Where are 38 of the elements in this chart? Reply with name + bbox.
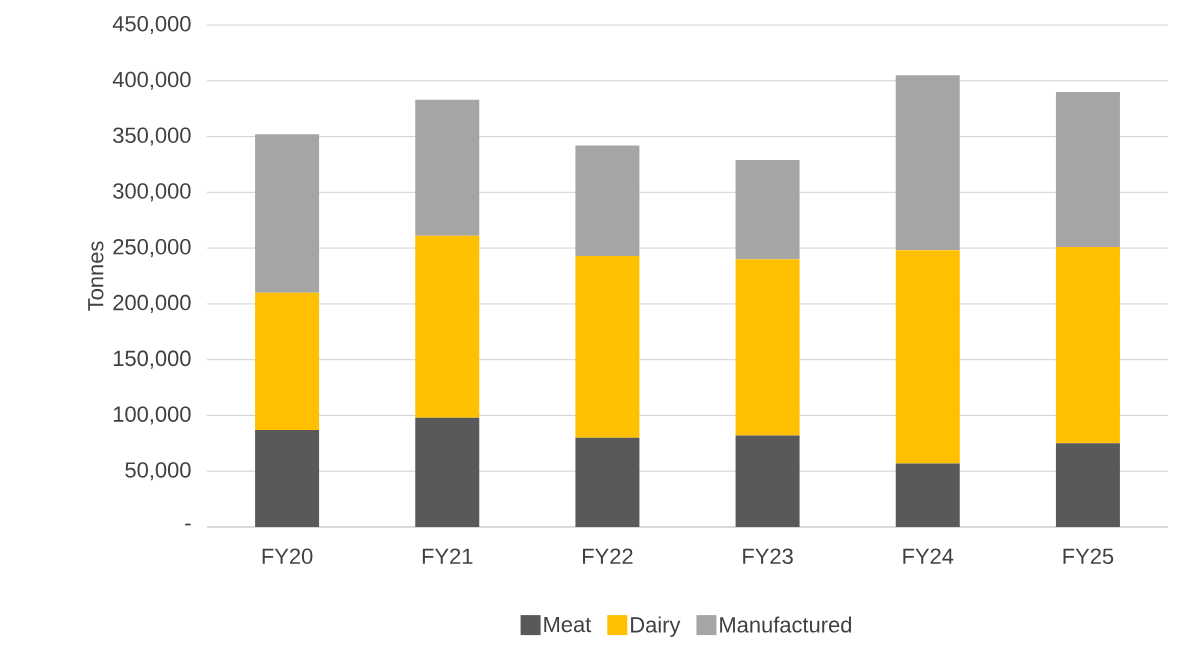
bar (735, 435, 800, 527)
x-tick-label: FY21 (422, 548, 473, 564)
legend-label: Dairy (631, 616, 681, 637)
bar (1055, 246, 1120, 444)
bar (575, 145, 640, 256)
y-tick-label: 100,000 (113, 406, 191, 425)
y-tick-label: 50,000 (125, 462, 191, 481)
legend-label: Manufactured (720, 616, 852, 633)
x-tick-label: FY24 (903, 548, 954, 564)
bar (255, 134, 320, 293)
bar (1055, 91, 1120, 247)
bar (575, 255, 640, 438)
y-tick-label: 350,000 (113, 127, 191, 146)
bar (415, 417, 480, 527)
bar (1055, 443, 1120, 527)
bar (575, 437, 640, 527)
y-tick-label: 400,000 (112, 71, 191, 90)
y-tick-label: 150,000 (113, 350, 191, 369)
x-tick-label: FY22 (583, 548, 633, 564)
bar (255, 292, 320, 430)
y-tick-label: 450,000 (112, 15, 191, 35)
x-tick-label: FY25 (1063, 548, 1114, 565)
legend-label: Meat (544, 616, 592, 633)
y-axis-title: Tonnes (88, 241, 104, 311)
bar (895, 75, 960, 251)
bar (415, 99, 480, 236)
y-tick-label: 250,000 (113, 239, 191, 258)
bar (255, 429, 320, 527)
bar (735, 159, 800, 260)
bar (895, 250, 960, 464)
y-tick-label: - (185, 523, 191, 526)
y-tick-label: 300,000 (113, 183, 191, 202)
x-tick-label: FY23 (743, 548, 793, 565)
y-tick-label: 200,000 (113, 294, 191, 313)
bar (735, 259, 800, 436)
x-tick-label: FY20 (262, 548, 313, 565)
bar (415, 235, 480, 418)
bar (895, 463, 960, 527)
